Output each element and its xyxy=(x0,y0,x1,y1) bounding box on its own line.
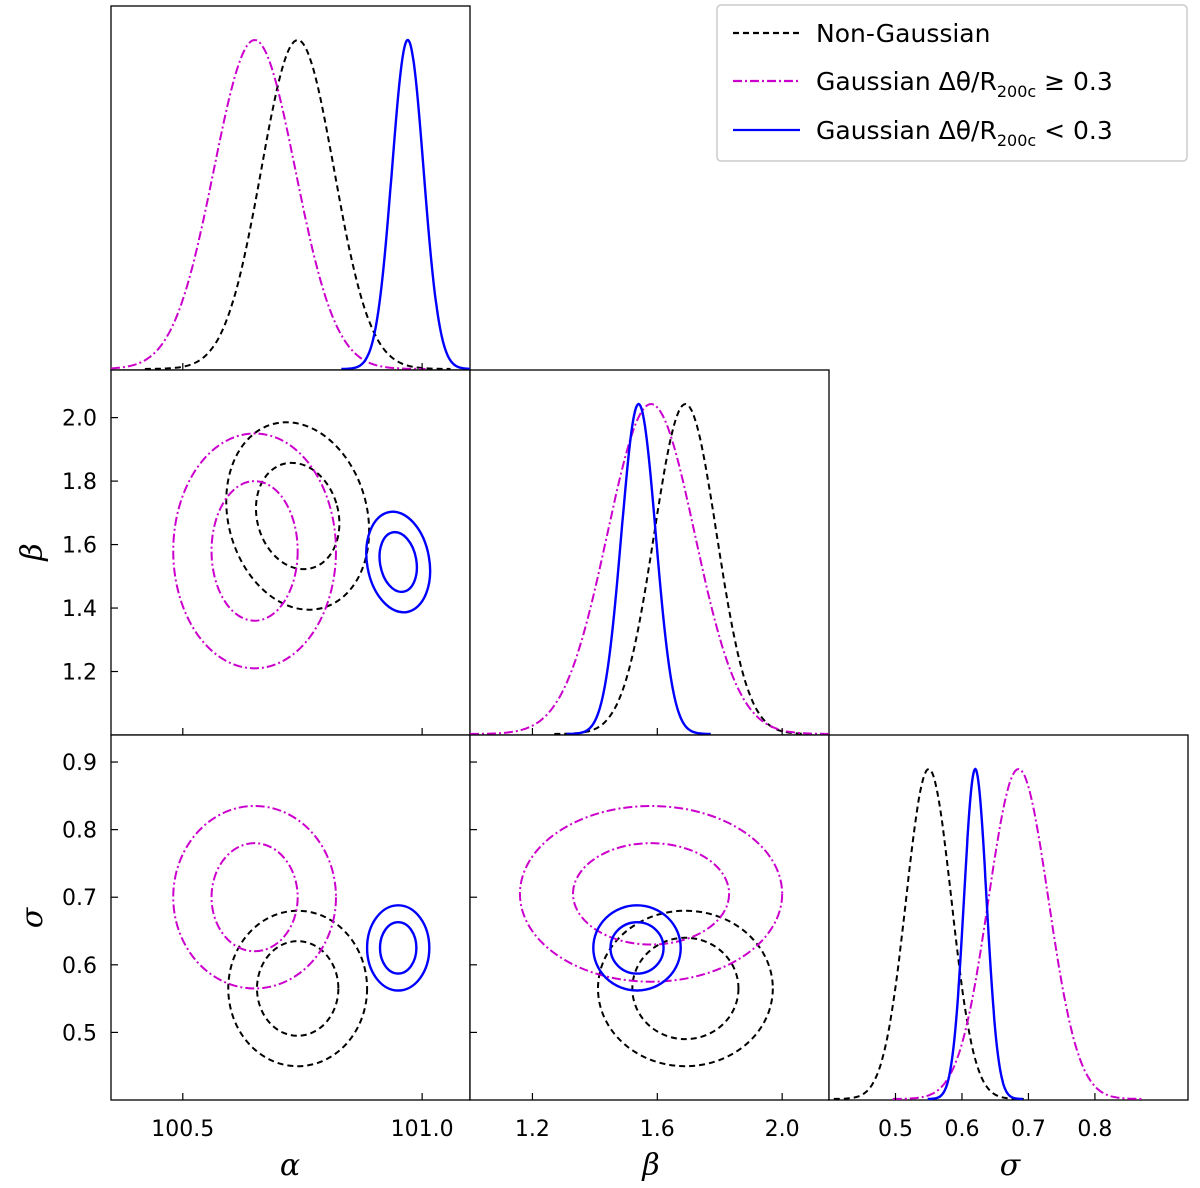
panel-sigma-beta: 1.2 1.6 2.0 xyxy=(469,734,830,1142)
contour-inner-1 xyxy=(210,480,299,622)
contour-inner-1 xyxy=(210,842,299,953)
panel-beta-beta xyxy=(469,369,830,736)
legend-frame xyxy=(716,4,1188,162)
y-tick-label: 0.8 xyxy=(62,819,97,844)
contour-outer-1 xyxy=(518,804,784,983)
x-tick-label: 101.0 xyxy=(391,1117,454,1142)
x-tick-label: 2.0 xyxy=(765,1117,800,1142)
contour-inner-0 xyxy=(255,940,340,1037)
x-tick-label: 1.2 xyxy=(515,1117,550,1142)
panel-alpha-alpha xyxy=(110,5,471,371)
y-tick-label: 1.6 xyxy=(62,534,97,559)
contour-inner-2 xyxy=(609,921,665,975)
marginal-curve-0 xyxy=(554,402,817,735)
contour-inner-2 xyxy=(378,921,418,975)
x-tick-label: 0.7 xyxy=(1011,1117,1046,1142)
contour-outer-1 xyxy=(172,432,337,670)
x-tick-label: 0.8 xyxy=(1077,1117,1112,1142)
contour-outer-0 xyxy=(596,909,774,1068)
x-tick-label: 1.6 xyxy=(640,1117,675,1142)
contour-outer-2 xyxy=(365,510,432,614)
y-tick-label: 0.9 xyxy=(62,751,97,776)
panel-frame xyxy=(469,369,830,736)
contour-outer-1 xyxy=(172,804,337,990)
y-axis-label-sigma: σ xyxy=(15,906,50,928)
marginal-curve-0 xyxy=(833,767,1024,1100)
panel-frame xyxy=(110,734,471,1101)
legend: Non-Gaussian Gaussian Δθ/R200c ≥ 0.3 Gau… xyxy=(716,4,1188,162)
contour-outer-2 xyxy=(365,904,431,992)
x-tick-label: 100.5 xyxy=(151,1117,214,1142)
contour-outer-2 xyxy=(592,904,682,992)
panel-sigma-sigma: 0.5 0.6 0.7 0.8 xyxy=(828,734,1189,1142)
x-axis-label-sigma: σ xyxy=(1000,1148,1022,1183)
x-axis-label-beta: β xyxy=(641,1148,659,1183)
contour-inner-2 xyxy=(378,530,419,594)
panel-frame xyxy=(110,369,471,736)
legend-label-gaussian-ge: Gaussian Δθ/R200c ≥ 0.3 xyxy=(816,67,1113,101)
contour-inner-0 xyxy=(631,936,740,1041)
y-tick-label: 1.8 xyxy=(62,470,97,495)
y-tick-label: 0.6 xyxy=(62,954,97,979)
panel-frame xyxy=(828,734,1189,1101)
marginal-curve-0 xyxy=(144,38,451,370)
legend-label-non-gaussian: Non-Gaussian xyxy=(816,19,990,48)
contour-outer-0 xyxy=(227,909,369,1068)
marginal-curve-1 xyxy=(110,38,426,370)
y-tick-label: 0.7 xyxy=(62,886,97,911)
marginal-curve-2 xyxy=(341,38,471,371)
panel-frame xyxy=(110,5,471,371)
marginal-curve-1 xyxy=(892,767,1145,1100)
contour-inner-1 xyxy=(572,842,731,946)
panel-beta-alpha: 1.2 1.4 1.6 1.8 2.0 xyxy=(62,369,471,736)
marginal-curve-2 xyxy=(927,767,1023,1101)
contour-outer-0 xyxy=(225,421,371,611)
x-tick-label: 0.5 xyxy=(878,1117,913,1142)
x-axis-label-alpha: α xyxy=(280,1148,300,1183)
y-axis-label-beta: β xyxy=(15,543,50,561)
y-tick-label: 0.5 xyxy=(62,1021,97,1046)
x-tick-label: 0.6 xyxy=(944,1117,979,1142)
y-tick-label: 1.4 xyxy=(62,597,97,622)
marginal-curve-1 xyxy=(470,402,829,735)
panel-sigma-alpha: 100.5 101.0 0.5 0.6 0.7 0.8 0.9 xyxy=(62,734,471,1142)
y-tick-label: 1.2 xyxy=(62,661,97,686)
marginal-curve-2 xyxy=(566,402,711,736)
contour-inner-0 xyxy=(254,461,341,571)
y-tick-label: 2.0 xyxy=(62,407,97,432)
legend-label-gaussian-lt: Gaussian Δθ/R200c < 0.3 xyxy=(816,116,1113,150)
